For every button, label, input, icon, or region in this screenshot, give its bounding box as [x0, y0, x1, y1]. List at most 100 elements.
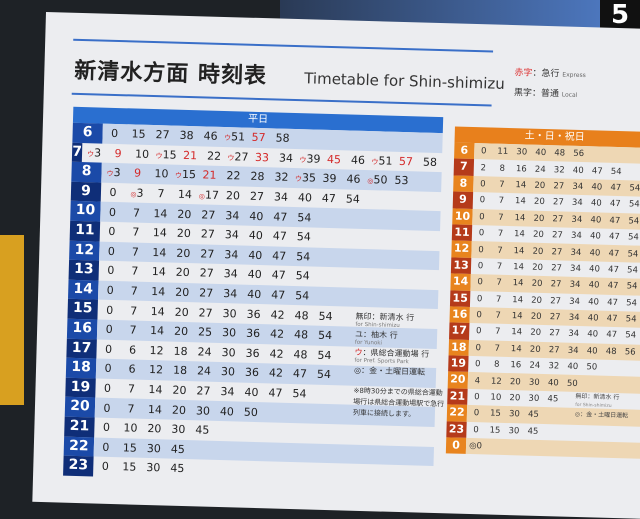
- departure-cells: ◎0: [465, 437, 640, 460]
- local-departure: 54: [317, 348, 332, 362]
- local-departure: 30: [146, 441, 162, 456]
- local-departure: 54: [627, 248, 639, 260]
- local-departure: 54: [296, 230, 311, 244]
- local-departure: 0: [104, 362, 112, 376]
- local-departure: 34: [278, 151, 294, 165]
- local-departure: 48: [294, 308, 309, 323]
- express-departure: 21: [202, 168, 217, 183]
- local-departure: 27: [551, 230, 564, 241]
- local-departure: 14: [513, 229, 526, 240]
- key-express: 赤字：急行 Express: [514, 68, 586, 80]
- local-departure: 58: [275, 131, 290, 146]
- local-departure: 18: [173, 344, 188, 358]
- local-departure: 54: [296, 249, 311, 264]
- hour-label: 6: [72, 122, 103, 144]
- local-departure: 7: [127, 402, 135, 416]
- local-departure: ◎0: [468, 441, 483, 452]
- local-departure: 42: [268, 366, 284, 381]
- local-departure: 7: [498, 196, 505, 207]
- local-departure: 7: [496, 277, 502, 289]
- local-departure: 20: [509, 393, 521, 404]
- local-departure: 27: [200, 247, 215, 261]
- weekend-legend: 無印：新清水 行 for Shin-shimizu ◎：金・土曜日運転: [574, 392, 629, 420]
- local-departure: 30: [221, 345, 236, 360]
- local-departure: 40: [248, 229, 264, 243]
- local-departure: 34: [224, 247, 239, 262]
- local-departure: 32: [548, 361, 560, 372]
- local-departure: 14: [152, 226, 168, 240]
- departure-mark: ウ: [174, 172, 183, 181]
- local-departure: 20: [147, 422, 162, 436]
- local-departure: 7: [132, 206, 141, 220]
- local-departure: 0: [104, 342, 113, 356]
- local-departure: 54: [628, 199, 640, 211]
- local-departure: 54: [625, 314, 637, 325]
- local-departure: 39: [322, 172, 337, 186]
- local-departure: 28: [250, 170, 265, 184]
- local-departure: 7: [497, 245, 503, 256]
- local-departure: 54: [625, 330, 637, 342]
- local-departure: 0: [479, 195, 486, 206]
- local-departure: 7: [131, 264, 139, 279]
- local-departure: 40: [244, 385, 259, 400]
- local-departure: 14: [152, 245, 167, 260]
- local-departure: 8: [493, 359, 500, 371]
- local-departure: 34: [571, 214, 583, 225]
- local-departure: 54: [292, 387, 307, 401]
- local-departure: 4: [474, 375, 481, 386]
- hour-label: 11: [69, 220, 101, 242]
- local-departure: 7: [495, 294, 502, 305]
- hour-label: 19: [448, 355, 469, 373]
- local-departure: 27: [552, 197, 564, 208]
- departure-mark: ウ: [294, 175, 303, 184]
- local-departure: 14: [512, 262, 525, 273]
- local-departure: 20: [531, 262, 544, 273]
- departure-mark: ウ: [155, 152, 163, 161]
- local-departure: 40: [589, 247, 601, 259]
- local-departure: 47: [272, 229, 288, 244]
- local-departure: 54: [629, 183, 640, 194]
- local-departure: 27: [198, 306, 213, 320]
- local-departure: 27: [201, 208, 216, 222]
- local-departure: 40: [297, 191, 313, 205]
- express-departure: 57: [251, 131, 266, 145]
- hour-label: 16: [449, 306, 470, 324]
- local-departure: 27: [548, 345, 560, 356]
- local-departure: 47: [606, 313, 618, 325]
- local-departure: 12: [148, 363, 164, 377]
- departure-mark: ◎: [130, 190, 137, 199]
- local-departure: 7: [496, 261, 503, 272]
- local-departure: 14: [151, 265, 166, 279]
- local-departure: 20: [534, 180, 546, 191]
- local-departure: 20: [176, 227, 192, 241]
- local-departure: 40: [588, 296, 600, 308]
- local-departure: 7: [157, 187, 165, 201]
- hour-label: 18: [65, 357, 97, 379]
- local-departure: 40: [587, 329, 599, 341]
- local-departure: 0: [476, 310, 483, 321]
- local-departure: 45: [195, 423, 210, 437]
- local-departure: 54: [628, 216, 640, 227]
- local-departure: 47: [610, 182, 622, 194]
- local-departure: 14: [149, 324, 165, 338]
- hour-label: 10: [452, 207, 473, 225]
- local-departure: 54: [626, 281, 638, 292]
- local-departure: 8: [499, 163, 506, 174]
- local-departure: 0: [479, 211, 485, 223]
- local-departure: 20: [225, 189, 241, 203]
- local-departure: 40: [247, 268, 262, 282]
- local-departure: 34: [567, 345, 579, 356]
- local-departure: 40: [572, 165, 584, 176]
- local-departure: 47: [268, 386, 283, 400]
- local-departure: 54: [316, 368, 332, 382]
- local-departure: 14: [511, 311, 523, 322]
- local-departure: 45: [527, 426, 539, 437]
- local-departure: ウ35: [294, 171, 317, 186]
- departure-mark: ウ: [86, 150, 95, 159]
- local-departure: 27: [200, 227, 216, 242]
- hour-label: 7: [71, 142, 83, 163]
- local-departure: 15: [489, 425, 501, 436]
- local-departure: 0: [476, 293, 483, 304]
- local-departure: 14: [512, 278, 524, 289]
- local-departure: 47: [591, 165, 603, 177]
